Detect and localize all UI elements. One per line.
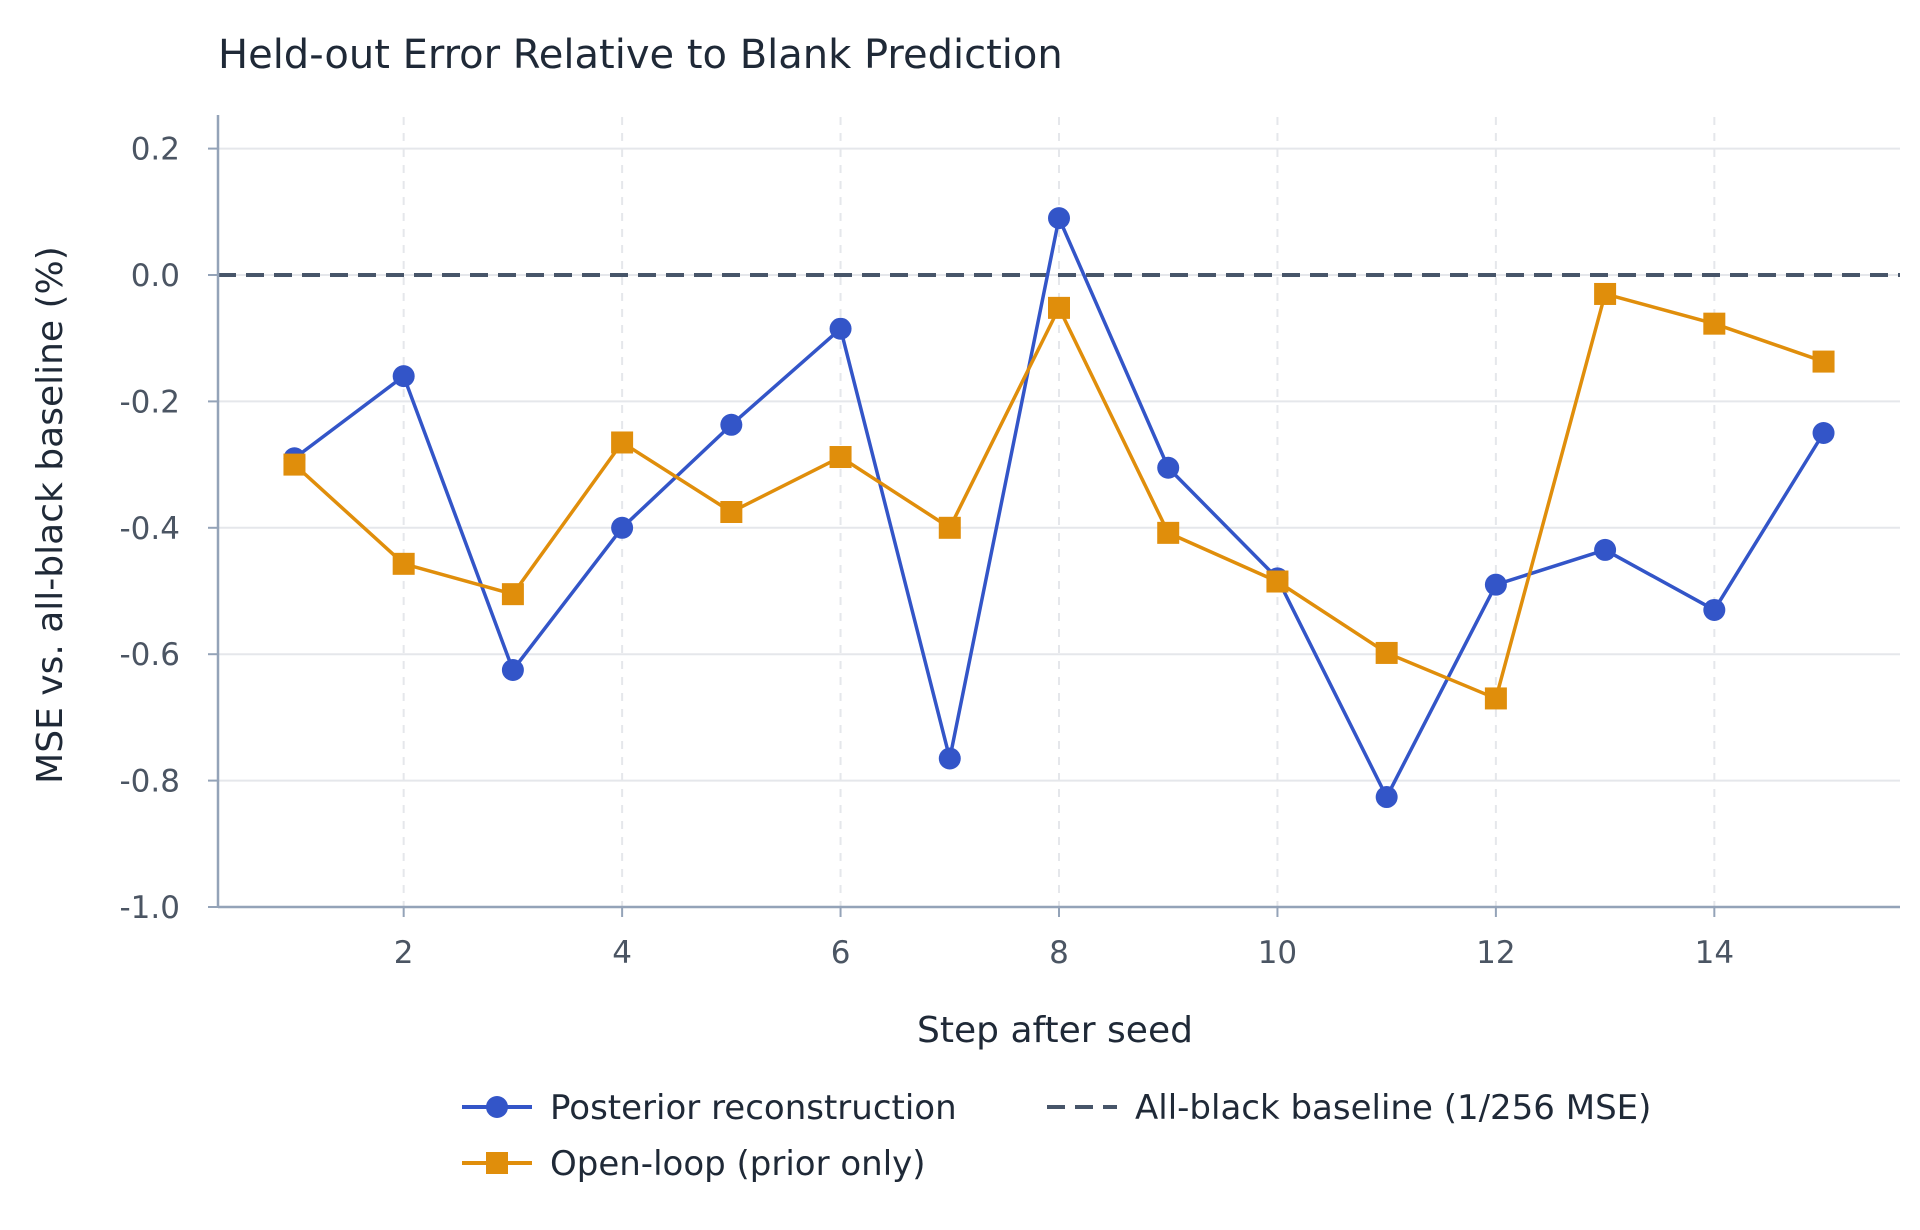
y-tick-label: -0.8 — [120, 764, 181, 800]
data-point-posterior — [1484, 573, 1507, 596]
chart-title: Held-out Error Relative to Blank Predict… — [218, 32, 1063, 78]
legend-marker-square — [486, 1152, 508, 1174]
data-point-open-loop — [283, 453, 306, 476]
data-point-open-loop — [1812, 350, 1835, 373]
data-point-open-loop — [720, 501, 743, 523]
data-point-open-loop — [1266, 570, 1289, 593]
series-line-1 — [293, 292, 1825, 701]
data-point-posterior — [1048, 207, 1070, 230]
legend-label-posterior: Posterior reconstruction — [550, 1088, 957, 1128]
data-point-posterior — [829, 317, 852, 340]
data-point-open-loop — [392, 552, 415, 575]
data-point-posterior — [611, 516, 634, 539]
y-tick-label: -0.4 — [120, 511, 181, 547]
data-point-posterior — [720, 413, 743, 436]
grid-lines — [218, 117, 1900, 908]
data-point-posterior — [1157, 456, 1180, 479]
data-point-open-loop — [829, 446, 852, 469]
data-point-posterior — [938, 747, 961, 770]
data-point-open-loop — [1048, 296, 1070, 319]
x-tick-label: 4 — [612, 935, 632, 971]
data-point-posterior — [501, 659, 524, 681]
data-point-open-loop — [1157, 521, 1180, 544]
data-point-open-loop — [1703, 312, 1726, 335]
x-tick-label: 14 — [1695, 935, 1734, 971]
data-point-posterior — [1703, 598, 1726, 621]
data-point-posterior — [392, 365, 415, 388]
y-tick-label: -1.0 — [120, 890, 181, 926]
data-point-posterior — [1812, 422, 1835, 444]
series-lines — [283, 207, 1835, 809]
data-point-open-loop — [938, 516, 961, 539]
x-ticks: 2 4 6 8 10 12 14 — [394, 907, 1734, 971]
data-point-open-loop — [1594, 282, 1617, 305]
x-tick-label: 10 — [1258, 935, 1297, 971]
data-point-posterior — [1375, 786, 1398, 809]
legend-item-posterior: Posterior reconstruction — [462, 1088, 957, 1128]
y-axis-label: MSE vs. all-black baseline (%) — [30, 246, 71, 784]
data-point-open-loop — [611, 431, 634, 454]
data-point-open-loop — [1375, 641, 1398, 664]
x-tick-label: 2 — [394, 935, 414, 971]
y-tick-label: -0.6 — [120, 637, 181, 673]
y-tick-label: 0.0 — [131, 258, 180, 294]
legend-marker-circle — [486, 1096, 508, 1118]
data-point-open-loop — [501, 583, 524, 606]
x-tick-label: 6 — [831, 935, 851, 971]
legend-item-baseline: All-black baseline (1/256 MSE) — [1047, 1088, 1651, 1128]
legend: Posterior reconstruction Open-loop (prio… — [462, 1088, 1651, 1184]
x-tick-label: 8 — [1049, 935, 1069, 971]
y-tick-label: -0.2 — [120, 384, 181, 420]
data-point-open-loop — [1484, 687, 1507, 710]
legend-item-open-loop: Open-loop (prior only) — [462, 1144, 926, 1184]
y-ticks: 0.2 0.0 -0.2 -0.4 -0.6 -0.8 -1.0 — [120, 132, 218, 926]
legend-label-baseline: All-black baseline (1/256 MSE) — [1135, 1088, 1651, 1128]
x-tick-label: 12 — [1476, 935, 1515, 971]
y-tick-label: 0.2 — [131, 132, 180, 168]
x-axis-label: Step after seed — [917, 1010, 1193, 1051]
data-point-posterior — [1594, 538, 1617, 561]
legend-label-open-loop: Open-loop (prior only) — [550, 1144, 926, 1184]
